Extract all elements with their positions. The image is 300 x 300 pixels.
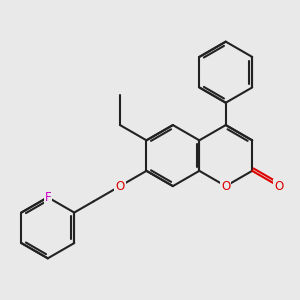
Text: O: O bbox=[116, 180, 124, 193]
Text: O: O bbox=[274, 180, 283, 193]
Text: O: O bbox=[221, 180, 230, 193]
Text: F: F bbox=[44, 191, 51, 204]
